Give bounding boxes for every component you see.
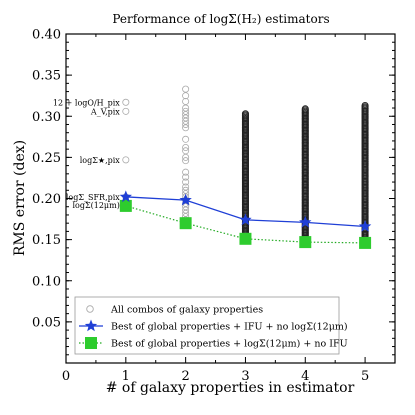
legend-marker-no-ifu: [85, 337, 97, 349]
series-ifu-star: [358, 219, 372, 232]
combo-point: [182, 157, 190, 165]
legend-label: Best of global properties + IFU + no log…: [111, 322, 348, 333]
combo-point: [122, 98, 130, 106]
y-tick-label: 0.40: [32, 28, 61, 43]
series-ifu-star: [299, 215, 312, 228]
series-ifu-star: [119, 190, 132, 203]
y-tick-label: 0.15: [32, 233, 61, 248]
series-no-ifu-square: [179, 217, 192, 230]
legend: All combos of galaxy properties Best of g…: [74, 296, 348, 355]
series-no-ifu-square: [239, 232, 252, 245]
chart-title: Performance of logΣ(H₂) estimators: [112, 12, 329, 26]
y-tick-label: 0.35: [32, 69, 61, 84]
combo-point: [182, 168, 190, 176]
combo-point: [182, 124, 190, 132]
series-no-ifu-square: [299, 236, 312, 249]
x-tick-label: 5: [361, 369, 369, 384]
legend-marker-combos: [86, 305, 94, 313]
combo-point: [182, 153, 190, 161]
series-ifu-star: [239, 213, 252, 226]
combo-point: [182, 135, 190, 143]
combo-point: [122, 107, 130, 115]
series-ifu-star: [179, 193, 192, 206]
combo-point: [182, 144, 190, 152]
point-annotation: A_V,pix: [90, 107, 120, 116]
combo-point: [182, 85, 190, 93]
y-tick-label: 0.20: [32, 192, 61, 207]
combo-point: [182, 97, 190, 105]
y-axis-label: RMS error (dex): [12, 140, 28, 256]
legend-label: All combos of galaxy properties: [110, 305, 263, 316]
series-no-ifu-square: [119, 199, 132, 212]
combo-point: [182, 120, 190, 128]
y-tick-label: 0.10: [32, 274, 61, 289]
y-tick-label: 0.25: [32, 151, 61, 166]
x-tick-label: 1: [122, 369, 130, 384]
x-axis-label: # of galaxy properties in estimator: [106, 380, 355, 396]
point-annotation: logΣ★,pix: [80, 156, 121, 165]
combo-point: [182, 92, 190, 100]
series-no-ifu-line: [125, 205, 366, 244]
x-tick-label: 0: [62, 369, 70, 384]
legend-marker-ifu: [84, 319, 98, 332]
y-tick-label: 0.30: [32, 110, 61, 125]
y-tick-label: 0.05: [32, 315, 61, 330]
legend-label: Best of global properties + logΣ(12μm) +…: [111, 339, 348, 350]
point-annotation: logΣ_SFR,pix: [66, 193, 120, 202]
combo-point: [122, 156, 130, 164]
x-tick-label: 3: [241, 369, 249, 384]
point-annotation: 12 + logO/H_pix: [53, 98, 120, 107]
point-annotation: logΣ(12μm): [72, 201, 119, 210]
x-tick-label: 2: [181, 369, 189, 384]
combo-point: [182, 178, 190, 186]
legend-box: [74, 296, 340, 355]
series-no-ifu-square: [359, 236, 372, 249]
combo-point: [182, 173, 190, 181]
x-tick-label: 4: [301, 369, 309, 384]
